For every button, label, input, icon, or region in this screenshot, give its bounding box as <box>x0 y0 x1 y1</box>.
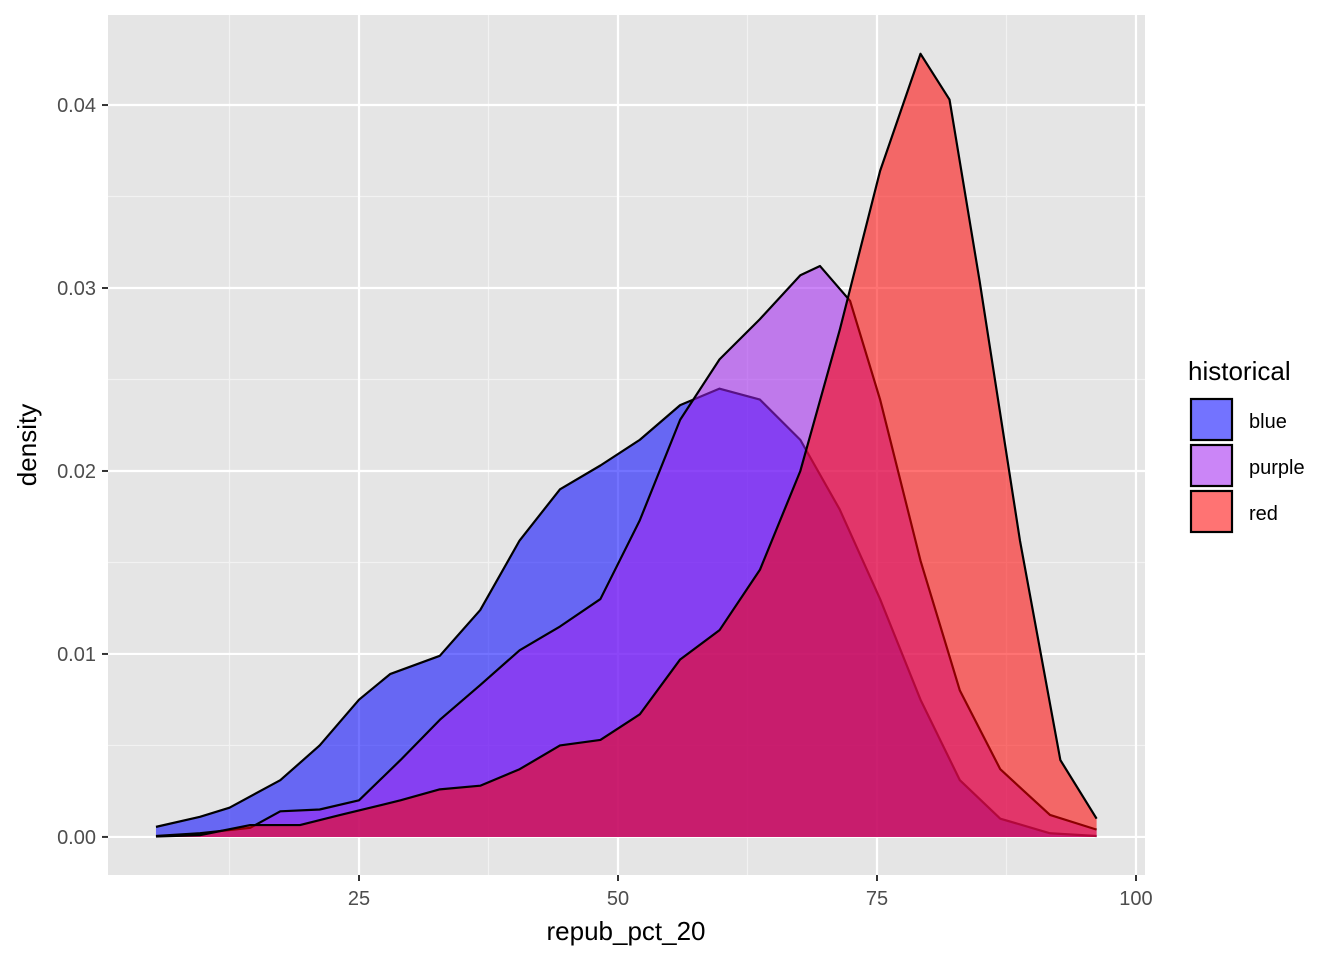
density-area-red <box>155 53 1097 837</box>
legend-key-purple <box>1189 443 1234 488</box>
x-axis: 25 50 75 100 <box>348 875 1153 910</box>
y-axis: 0.00 0.01 0.02 0.03 0.04 <box>57 95 108 849</box>
y-tick-label: 0.03 <box>57 278 96 300</box>
legend-title: historical <box>1188 356 1291 386</box>
legend-key-red <box>1189 489 1234 534</box>
density-areas <box>155 52 1098 838</box>
density-outline-red <box>155 52 1098 838</box>
y-tick-label: 0.00 <box>57 827 96 849</box>
x-axis-label: repub_pct_20 <box>546 916 705 946</box>
y-tick-label: 0.01 <box>57 644 96 666</box>
y-axis-label: density <box>12 404 42 486</box>
x-tick-label: 50 <box>607 888 629 910</box>
x-tick-label: 25 <box>348 888 370 910</box>
legend-label: blue <box>1249 411 1287 433</box>
legend-label: red <box>1249 503 1278 525</box>
x-tick-label: 75 <box>866 888 888 910</box>
legend: historical blue purple red <box>1188 356 1305 534</box>
x-tick-label: 100 <box>1119 888 1152 910</box>
legend-key-blue <box>1189 397 1234 442</box>
y-tick-label: 0.04 <box>57 95 96 117</box>
y-tick-label: 0.02 <box>57 461 96 483</box>
legend-label: purple <box>1249 457 1305 479</box>
